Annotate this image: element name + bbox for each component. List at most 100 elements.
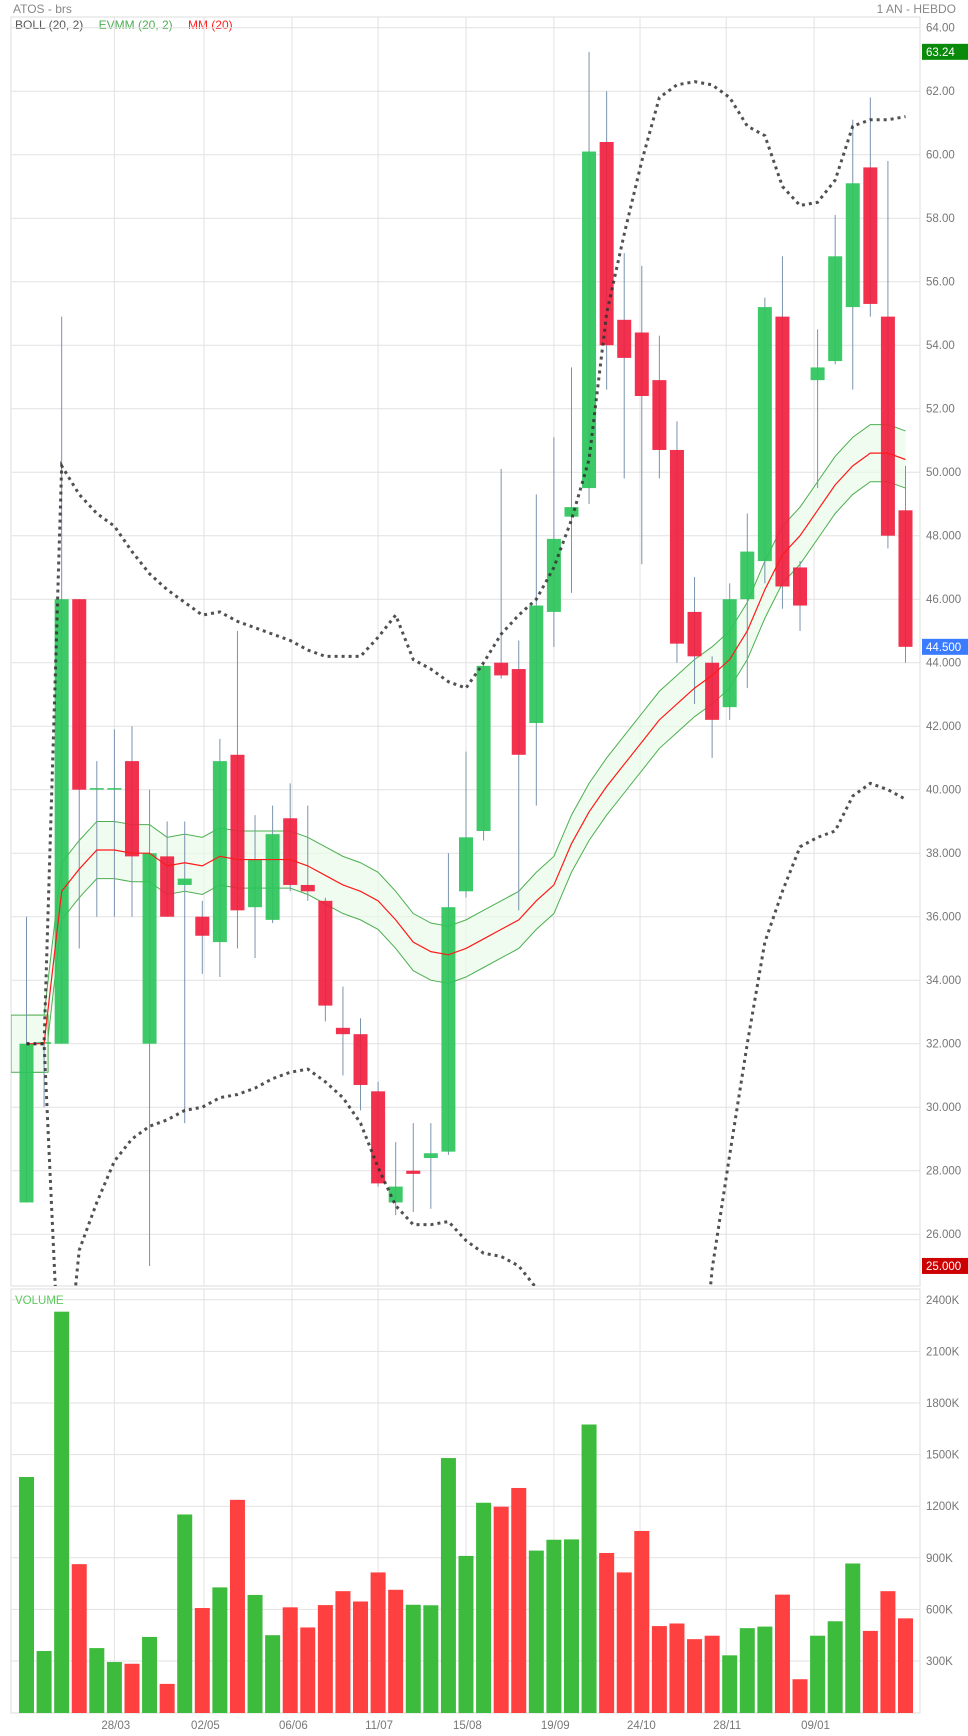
candle-down [705,662,720,720]
volume-bar-up [563,1539,579,1713]
candle-down [599,142,614,346]
date-tick-label: 28/11 [713,1720,741,1732]
indicator-legend: BOLL (20, 2) EVMM (20, 2) MM (20) [15,18,245,32]
date-tick-label: 11/07 [365,1720,393,1732]
candle-down [124,761,139,857]
legend-evmm[interactable]: EVMM (20, 2) [98,18,173,32]
price-tick-label: 38.000 [926,848,961,860]
candle-up [441,907,456,1152]
candle-down [353,1034,368,1085]
period-label[interactable]: 1 AN - HEBDO [876,2,956,16]
high-price-tag: 63.24 [926,47,955,59]
price-tick-label: 40.000 [926,785,961,797]
candle-up [757,307,772,562]
volume-bar-down [388,1589,404,1713]
volume-bar-down [898,1618,913,1713]
volume-bar-down [282,1607,298,1713]
volume-bar-down [370,1572,386,1713]
date-tick-label: 15/08 [453,1720,482,1732]
volume-bar-up [739,1628,755,1713]
price-tick-label: 44.000 [926,658,961,670]
candle-up [845,183,860,308]
price-tick-label: 30.000 [926,1102,961,1114]
volume-bar-down [317,1605,333,1713]
candle-up [89,788,104,790]
volume-bar-up [405,1604,421,1713]
volume-bar-down [493,1506,509,1713]
volume-bar-down [704,1635,720,1713]
candle-up [54,599,69,1044]
low-price-tag-bg [922,1257,968,1274]
candle-up [564,507,579,517]
legend-boll[interactable]: BOLL (20, 2) [15,18,84,32]
volume-bar-down [159,1683,175,1713]
candle-down [494,662,509,676]
volume-bar-up [827,1621,843,1713]
candle-up [212,761,227,943]
boll-upper-line [26,80,906,1046]
volume-bar-up [440,1458,456,1713]
last-price-tag-bg [922,638,968,655]
candle-up [265,834,280,920]
candle-down [371,1091,386,1184]
volume-bar-up [581,1424,597,1713]
price-tick-label: 64.00 [926,23,955,35]
price-plot [11,51,913,1286]
volume-tick-label: 2100K [926,1346,960,1358]
candle-up [142,853,157,1044]
last-price-tag: 44.500 [926,642,961,654]
volume-bar-down [599,1552,615,1713]
date-tick-label: 19/09 [541,1720,570,1732]
candle-down [195,916,210,936]
volume-bar-up [177,1514,193,1713]
price-tick-label: 36.000 [926,912,961,924]
candle-up [423,1153,438,1158]
volume-bar-down [862,1630,878,1713]
volume-bar-up [845,1563,861,1713]
date-tick-label: 09/01 [801,1720,830,1732]
evmm-band-fill [26,424,906,1073]
candle-down [793,567,808,606]
candle-down [863,167,878,304]
candle-down [72,599,87,790]
price-tick-label: 42.000 [926,721,961,733]
volume-bar-down [774,1594,790,1713]
evmm-upper-line [26,424,906,1016]
volume-bar-up [54,1311,70,1713]
price-tick-label: 46.000 [926,594,961,606]
candle-up [177,878,192,885]
price-tick-label: 26.000 [926,1229,961,1241]
candle-up [722,599,737,708]
volume-bar-down [71,1564,87,1713]
candle-down [318,900,333,1006]
candle-down [898,510,913,647]
candle-down [687,611,702,657]
date-tick-label: 06/06 [279,1720,308,1732]
price-tick-label: 50.000 [926,467,961,479]
volume-bar-up [476,1502,492,1713]
candle-up [582,151,597,489]
price-tick-label: 62.00 [926,86,955,98]
candle-down [300,884,315,892]
volume-bar-up [810,1635,826,1713]
date-tick-label: 24/10 [627,1720,656,1732]
volume-bar-up [722,1655,738,1713]
candle-down [669,449,684,644]
low-price-tag: 25.000 [926,1261,961,1273]
volume-bar-down [880,1591,896,1713]
price-tick-label: 54.00 [926,340,955,352]
candle-up [107,788,122,790]
volume-bar-down [651,1626,667,1713]
date-tick-label: 28/03 [101,1720,130,1732]
volume-tick-label: 900K [926,1553,953,1565]
candle-up [740,551,755,600]
date-tick-label: 02/05 [191,1720,220,1732]
candle-up [459,837,473,892]
volume-bar-down [229,1499,245,1713]
legend-mm[interactable]: MM (20) [187,18,233,32]
candle-down [230,754,245,911]
price-tick-label: 60.00 [926,150,955,162]
volume-label: VOLUME [15,1295,64,1307]
volume-bar-up [757,1626,773,1713]
